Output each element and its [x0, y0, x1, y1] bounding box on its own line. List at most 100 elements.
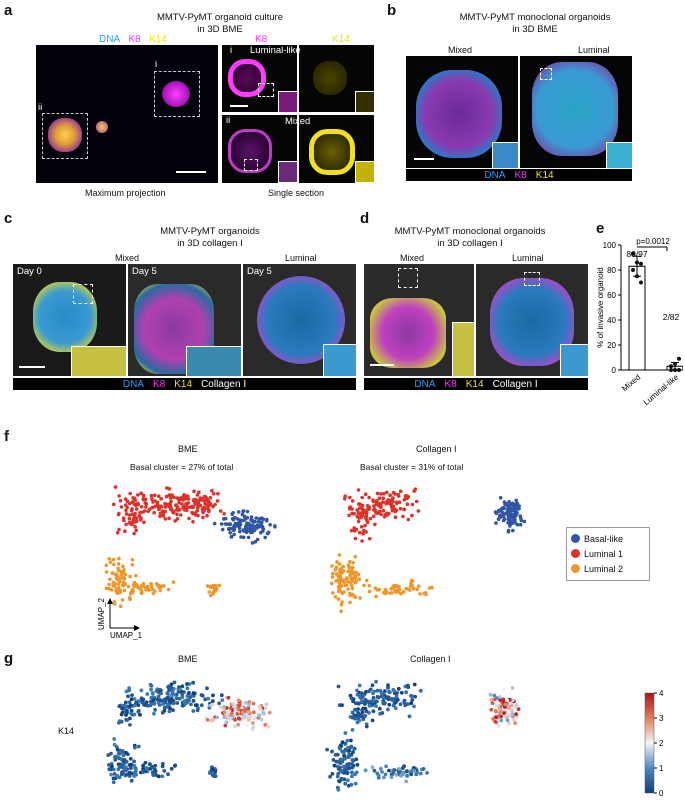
umap-point: [370, 718, 375, 723]
umap-point: [111, 502, 116, 507]
organoid-luminal: [162, 81, 190, 107]
umap-point: [229, 526, 233, 531]
legend-k8: K8: [444, 378, 457, 390]
y-tick-label: 40: [607, 316, 616, 325]
umap-point: [398, 506, 403, 511]
day5-label: Day 5: [247, 266, 272, 277]
umap-point: [128, 574, 132, 579]
panel-c-title-line1: MMTV-PyMT organoids: [160, 226, 260, 237]
umap-point: [259, 523, 263, 528]
panel-c-luminal-label: Luminal: [285, 253, 317, 263]
legend-swatch: [571, 534, 580, 543]
umap-point: [113, 485, 118, 489]
colorbar-tick-label: 2: [659, 739, 664, 748]
umap-point: [210, 767, 215, 772]
umap-point: [244, 526, 249, 530]
umap-point: [172, 680, 177, 685]
roi-box: [524, 272, 540, 286]
zoom-inset: [355, 91, 374, 112]
umap-point: [385, 511, 389, 516]
umap-point: [145, 585, 149, 589]
umap-point: [367, 710, 371, 715]
umap-point: [375, 588, 380, 592]
umap-point: [412, 769, 417, 773]
umap-point: [341, 569, 346, 573]
umap-point: [196, 513, 200, 518]
umap-point: [152, 711, 156, 716]
umap-point: [354, 757, 359, 762]
umap-point: [260, 516, 264, 520]
umap-point: [370, 765, 375, 770]
umap-point: [174, 696, 179, 700]
umap-point: [502, 506, 506, 511]
umap-point: [358, 502, 362, 506]
umap-point: [209, 584, 213, 589]
umap-point: [377, 496, 382, 500]
umap-point: [402, 699, 406, 704]
umap-point: [516, 707, 521, 711]
umap-point: [160, 774, 165, 779]
umap-point: [128, 491, 132, 496]
umap-point: [119, 572, 124, 577]
panel-a-section-ii-k14: [299, 115, 374, 183]
zoom-inset: [452, 322, 474, 376]
umap-point: [335, 752, 340, 757]
umap-point: [185, 682, 189, 686]
legend-label: Luminal 1: [584, 548, 624, 559]
zoom-inset: [560, 344, 588, 376]
umap-point: [495, 696, 499, 701]
umap-point: [223, 723, 228, 728]
panel-a-section-i-k14: [299, 45, 374, 112]
umap-point: [342, 580, 346, 584]
umap-point: [350, 579, 354, 583]
roi-box-i: [154, 71, 200, 117]
umap-point: [494, 709, 498, 714]
panel-d-mixed-label: Mixed: [400, 253, 425, 263]
umap-point: [251, 524, 256, 528]
umap-point: [518, 522, 523, 527]
umap-point: [119, 505, 124, 509]
umap-point: [496, 517, 501, 521]
umap-point: [247, 717, 251, 722]
umap-point: [347, 507, 352, 511]
umap-point: [142, 520, 146, 525]
umap-point: [163, 699, 168, 703]
zoom-inset: [278, 161, 297, 183]
umap-point: [405, 774, 410, 778]
umap-point: [330, 575, 335, 579]
umap-point: [188, 505, 193, 510]
umap-point: [167, 709, 172, 714]
umap-point: [510, 521, 514, 526]
umap-point: [349, 762, 354, 766]
umap-point: [502, 517, 507, 521]
umap-point: [224, 720, 229, 725]
umap-point: [202, 494, 207, 499]
umap-point: [107, 767, 112, 772]
umap-point: [338, 568, 342, 573]
umap-point: [188, 695, 192, 700]
umap-point: [120, 598, 125, 602]
umap-point: [490, 701, 495, 705]
umap-point: [150, 505, 155, 510]
umap-point: [107, 586, 111, 591]
y-tick-label: 80: [607, 266, 616, 275]
panel-b-title-line1: MMTV-PyMT monoclonal organoids: [459, 12, 611, 23]
umap-point: [391, 496, 395, 500]
umap-point: [167, 699, 172, 704]
umap-point: [388, 493, 392, 497]
umap-point: [360, 503, 365, 508]
umap-point: [186, 497, 191, 501]
data-point: [677, 356, 681, 361]
data-point: [631, 251, 635, 256]
umap-point: [163, 501, 167, 506]
panel-e-chart: 0 20 40 60 80 100 % of invasive organoid Mixed L…: [596, 237, 683, 407]
umap-point: [339, 609, 343, 613]
umap-point: [355, 514, 359, 519]
umap-point: [158, 514, 162, 519]
colorbar: [644, 692, 655, 794]
umap-point: [117, 511, 121, 516]
umap-point: [174, 508, 179, 512]
umap-point: [208, 496, 213, 500]
panel-d-channel-legend: DNA K8 K14 Collagen I: [364, 378, 588, 390]
umap-point: [182, 507, 186, 512]
